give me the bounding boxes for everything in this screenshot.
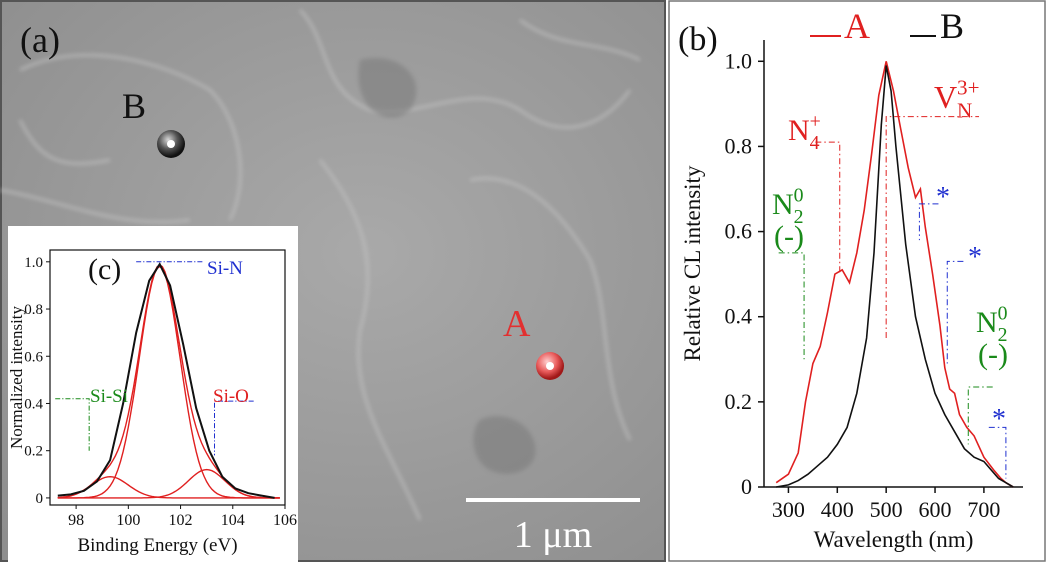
panel-a-label: (a): [20, 20, 60, 60]
annotation-vn-sub: N: [957, 99, 972, 123]
annotation-n4-base: N: [788, 114, 810, 147]
inset-fit-envelope: [57, 264, 280, 499]
annotation-n2-left-sup: 0: [794, 184, 804, 206]
y-tick-label: 0.4: [725, 304, 753, 329]
point-b-label: B: [122, 86, 146, 126]
inset-chart-c: 0 0.2 0.4 0.6 0.8 1.0 98 100 102 104 106 Binding En…: [7, 226, 298, 562]
y-tick-label: 0.8: [725, 133, 753, 158]
y-tick-label: 0: [741, 474, 752, 499]
inset-guide-sio: [214, 400, 254, 456]
inset-label-si-o: Si-O: [213, 386, 249, 407]
annotation-n2-right-line2: (-): [978, 338, 1008, 371]
inset-measured-line: [57, 262, 275, 499]
y-tick-label: 1.0: [725, 48, 753, 73]
inset-x-tick-label: 106: [273, 512, 297, 529]
legend-a-label: A: [844, 6, 870, 46]
inset-x-tick-label: 102: [169, 512, 193, 529]
annotation-n2-left-sub: 2: [794, 206, 804, 228]
annotation-n2-left-line2: (-): [774, 220, 804, 253]
inset-y-tick-label: 0.6: [24, 349, 43, 365]
inset-x-tick-label: 100: [116, 512, 140, 529]
sem-image-panel: (a) B A 1 μm 0 0.2 0.4 0.6 0.8 1.0 98 100 102 104…: [0, 0, 666, 562]
x-tick-label: 400: [821, 497, 854, 522]
annotation-star-3: *: [992, 404, 1006, 435]
annotation-n2-right: N 20: [976, 302, 1008, 346]
guide-vn: [885, 116, 980, 338]
annotation-n2-left: N 20: [772, 184, 804, 228]
scale-bar-label: 1 μm: [514, 514, 592, 556]
inset-y-tick-label: 1.0: [24, 255, 43, 271]
inset-y-tick-label: 0.2: [24, 444, 43, 460]
annotation-vn-sup: 3+: [957, 76, 979, 100]
guide-n4: [815, 141, 841, 275]
point-b-marker: [157, 130, 185, 158]
guide-n2-left: [778, 252, 805, 360]
annotation-n2-left-base: N: [772, 188, 794, 221]
inset-y-tick-label: 0.4: [24, 396, 43, 412]
x-tick-label: 600: [919, 497, 952, 522]
inset-fit-peak-1: [57, 265, 280, 499]
x-tick-label: 300: [772, 497, 805, 522]
y-axis-label: Relative CL intensity: [680, 165, 705, 361]
inset-y-tick-label: 0.8: [24, 302, 43, 318]
inset-x-tick-label: 98: [68, 512, 84, 529]
annotation-vn: V N3+: [934, 76, 980, 123]
annotation-n2-right-base: N: [976, 306, 998, 339]
annotation-n2-right-sub: 2: [998, 324, 1008, 346]
inset-label-si-n: Si-N: [207, 258, 243, 279]
annotation-n4: N 4+: [788, 110, 821, 154]
annotation-n4-sub: 4: [810, 132, 820, 154]
y-tick-label: 0.6: [725, 219, 753, 244]
legend-b-label: B: [940, 6, 964, 46]
panel-b-label: (b): [678, 21, 718, 58]
inset-frame: [49, 249, 286, 506]
guide-star-1: [918, 203, 939, 241]
point-a-label: A: [503, 303, 531, 345]
inset-x-tick-label: 104: [221, 512, 245, 529]
x-tick-label: 500: [870, 497, 903, 522]
annotation-vn-base: V: [934, 79, 957, 115]
series-A-line: [775, 61, 1014, 488]
inset-y-tick-label: 0: [36, 491, 44, 507]
x-tick-label: 700: [967, 497, 1000, 522]
annotation-star-2: *: [968, 242, 982, 273]
annotation-star-1: *: [936, 182, 950, 213]
y-tick-label: 0.2: [725, 389, 753, 414]
annotation-n4-sup: +: [810, 110, 821, 132]
series-B-line: [776, 65, 1014, 488]
point-a-marker: [536, 352, 564, 380]
inset-y-axis-label: Normalized intensity: [7, 305, 26, 449]
inset-guide-sisi: [55, 398, 90, 451]
inset-label-si-si: Si-Si: [90, 386, 128, 407]
guide-star-2: [946, 260, 964, 364]
inset-x-axis-label: Binding Energy (eV): [77, 535, 237, 556]
guide-star-3: [988, 426, 1007, 479]
annotation-n2-right-sup: 0: [998, 302, 1008, 324]
panel-c-label: (c): [88, 253, 121, 286]
x-axis-label: Wavelength (nm): [814, 527, 974, 552]
